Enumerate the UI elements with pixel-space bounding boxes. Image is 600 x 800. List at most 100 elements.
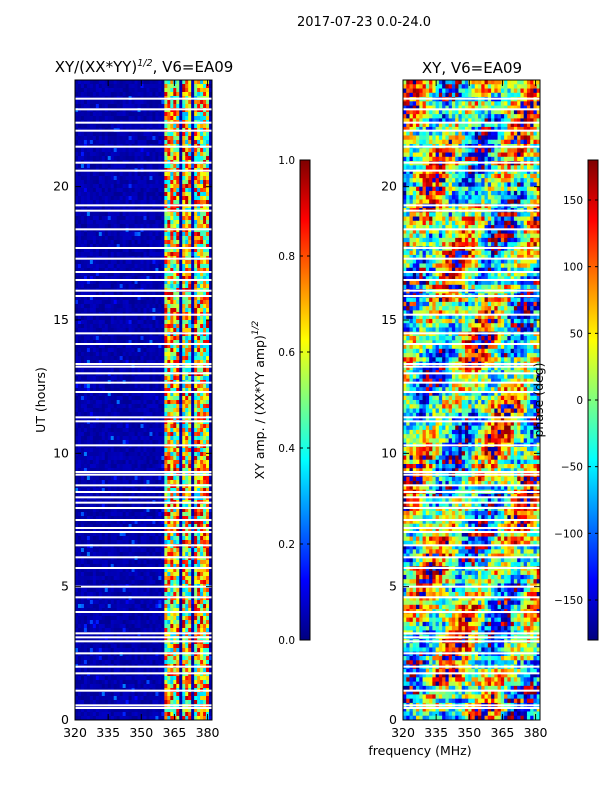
amp-cell [155,468,159,473]
amp-cell [155,284,159,289]
amp-cell [200,232,204,237]
amp-cell [161,104,165,109]
amp-cell [185,212,189,217]
amp-cell [77,232,82,237]
amp-cell [167,360,171,365]
amp-cell [182,236,186,241]
amp-cell [134,248,138,253]
amp-cell [98,392,103,397]
amp-cell [92,252,97,257]
amp-cell [116,100,121,105]
amp-cell [140,212,144,217]
amp-cell [80,396,85,401]
amp-cell [122,424,127,429]
amp-cell [203,480,207,485]
amp-cell [167,456,171,461]
amp-cell [149,284,153,289]
amp-cell [116,268,121,273]
amp-cell [101,172,106,177]
amp-cell [101,100,106,105]
amp-cell [182,296,186,301]
amp-cell [182,264,186,269]
amp-cell [134,132,138,137]
amp-cell [140,220,144,225]
amp-cell [122,224,127,229]
amp-cell [200,404,204,409]
amp-cell [149,224,153,229]
amp-cell [197,324,201,329]
amp-cell [155,384,159,389]
amp-cell [197,464,201,469]
amp-cell [92,236,97,241]
amp-cell [75,272,79,277]
amp-cell [161,400,165,405]
amp-cell [134,224,138,229]
amp-cell [101,296,106,301]
amp-cell [131,432,135,437]
amp-cell [155,112,159,117]
amp-cell [188,116,192,121]
amp-cell [80,512,85,517]
amp-cell [86,432,91,437]
amp-cell [203,360,207,365]
amp-cell [125,468,130,473]
amp-cell [206,348,210,353]
amp-cell [182,172,186,177]
amp-cell [155,276,159,281]
amp-cell [209,404,213,409]
amp-cell [113,260,118,265]
amp-cell [149,296,153,301]
amp-cell [185,104,189,109]
amp-cell [107,104,112,109]
amp-cell [116,200,121,205]
amp-cell [77,92,82,97]
amp-cell [131,456,135,461]
amp-cell [164,184,168,189]
amp-cell [75,268,79,273]
amp-cell [185,384,189,389]
amp-cell [77,304,82,309]
amp-cell [80,248,85,253]
amp-cell [95,356,100,361]
amp-cell [92,92,97,97]
amp-cell [161,388,165,393]
amp-cell [161,212,165,217]
amp-cell [146,360,150,365]
amp-cell [167,272,171,277]
amp-cell [75,196,79,201]
amp-cell [200,320,204,325]
amp-cell [104,460,109,465]
amp-cell [173,424,177,429]
amp-cell [98,508,103,513]
amp-cell [200,340,204,345]
amp-cell [101,132,106,137]
amp-cell [149,316,153,321]
amp-cell [152,124,156,129]
amp-cell [182,460,186,465]
amp-cell [167,448,171,453]
amp-cell [179,296,183,301]
amp-cell [134,460,138,465]
amp-cell [134,348,138,353]
amp-cell [125,212,130,217]
amp-cell [173,432,177,437]
amp-cell [200,452,204,457]
amp-cell [161,504,165,509]
amp-cell [95,492,100,497]
amp-cell [188,260,192,265]
amp-cell [80,368,85,373]
amp-cell [104,152,109,157]
amp-cell [197,196,201,201]
amp-cell [110,360,115,365]
amp-cell [176,188,180,193]
amp-cell [107,116,112,121]
amp-cell [89,100,94,105]
amp-cell [188,152,192,157]
amp-cell [77,404,82,409]
amp-cell [152,104,156,109]
amp-cell [107,344,112,349]
amp-cell [116,404,121,409]
amp-cell [116,232,121,237]
amp-cell [116,264,121,269]
amp-cell [206,468,210,473]
